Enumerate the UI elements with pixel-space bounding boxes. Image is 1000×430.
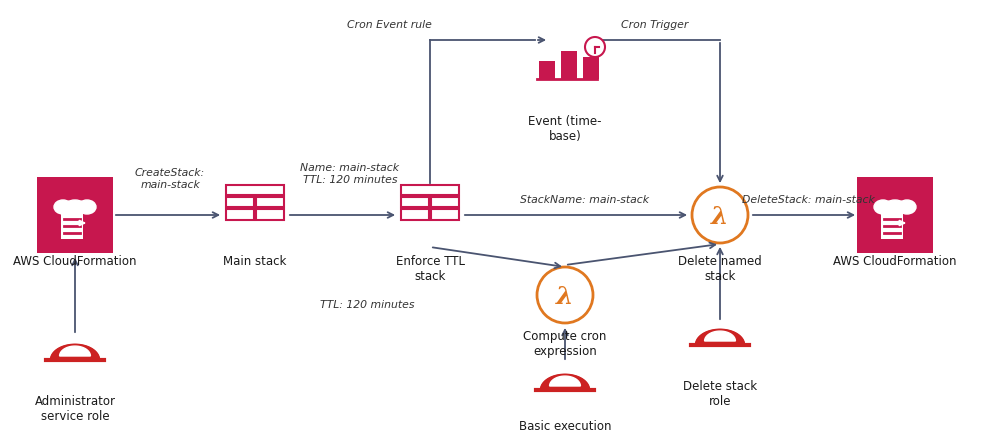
Circle shape xyxy=(537,267,593,323)
Text: AWS CloudFormation: AWS CloudFormation xyxy=(833,255,957,268)
FancyBboxPatch shape xyxy=(539,61,555,79)
Text: Enforce TTL
stack: Enforce TTL stack xyxy=(396,255,464,283)
Text: StackName: main-stack: StackName: main-stack xyxy=(520,195,650,205)
FancyBboxPatch shape xyxy=(226,209,254,220)
Text: Cron Event rule: Cron Event rule xyxy=(347,20,432,30)
Ellipse shape xyxy=(64,200,86,214)
Text: Administrator
service role: Administrator service role xyxy=(34,395,116,423)
Ellipse shape xyxy=(54,200,72,214)
Text: Name: main-stack
TTL: 120 minutes: Name: main-stack TTL: 120 minutes xyxy=(300,163,400,185)
Text: Basic execution
role: Basic execution role xyxy=(519,420,611,430)
FancyBboxPatch shape xyxy=(401,197,429,208)
Text: DeleteStack: main-stack: DeleteStack: main-stack xyxy=(742,195,874,205)
FancyBboxPatch shape xyxy=(561,51,577,79)
FancyBboxPatch shape xyxy=(583,57,599,79)
Polygon shape xyxy=(705,331,735,341)
FancyBboxPatch shape xyxy=(431,197,459,208)
Polygon shape xyxy=(541,375,589,390)
Ellipse shape xyxy=(874,200,892,214)
Text: λ: λ xyxy=(556,285,574,309)
FancyBboxPatch shape xyxy=(61,211,83,239)
Circle shape xyxy=(692,187,748,243)
Text: Main stack: Main stack xyxy=(223,255,287,268)
FancyBboxPatch shape xyxy=(226,197,254,208)
Text: TTL: 120 minutes: TTL: 120 minutes xyxy=(320,300,415,310)
Polygon shape xyxy=(51,344,99,360)
Text: Event (time-
base): Event (time- base) xyxy=(528,115,602,143)
FancyBboxPatch shape xyxy=(256,197,284,208)
Text: Delete named
stack: Delete named stack xyxy=(678,255,762,283)
FancyBboxPatch shape xyxy=(37,177,113,253)
FancyBboxPatch shape xyxy=(226,185,284,195)
Circle shape xyxy=(585,37,605,57)
FancyBboxPatch shape xyxy=(431,209,459,220)
Text: AWS CloudFormation: AWS CloudFormation xyxy=(13,255,137,268)
Text: Cron Trigger: Cron Trigger xyxy=(621,20,689,30)
Text: λ: λ xyxy=(711,205,729,229)
Polygon shape xyxy=(696,330,744,345)
Text: Compute cron
expression: Compute cron expression xyxy=(523,330,607,358)
Ellipse shape xyxy=(898,200,916,214)
FancyBboxPatch shape xyxy=(401,185,459,195)
Polygon shape xyxy=(60,346,90,356)
Text: CreateStack:
main-stack: CreateStack: main-stack xyxy=(135,169,205,190)
FancyBboxPatch shape xyxy=(256,209,284,220)
FancyBboxPatch shape xyxy=(857,177,933,253)
FancyBboxPatch shape xyxy=(401,209,429,220)
FancyBboxPatch shape xyxy=(881,211,903,239)
Ellipse shape xyxy=(78,200,96,214)
Polygon shape xyxy=(550,376,580,386)
Ellipse shape xyxy=(884,200,906,214)
Text: Delete stack
role: Delete stack role xyxy=(683,380,757,408)
